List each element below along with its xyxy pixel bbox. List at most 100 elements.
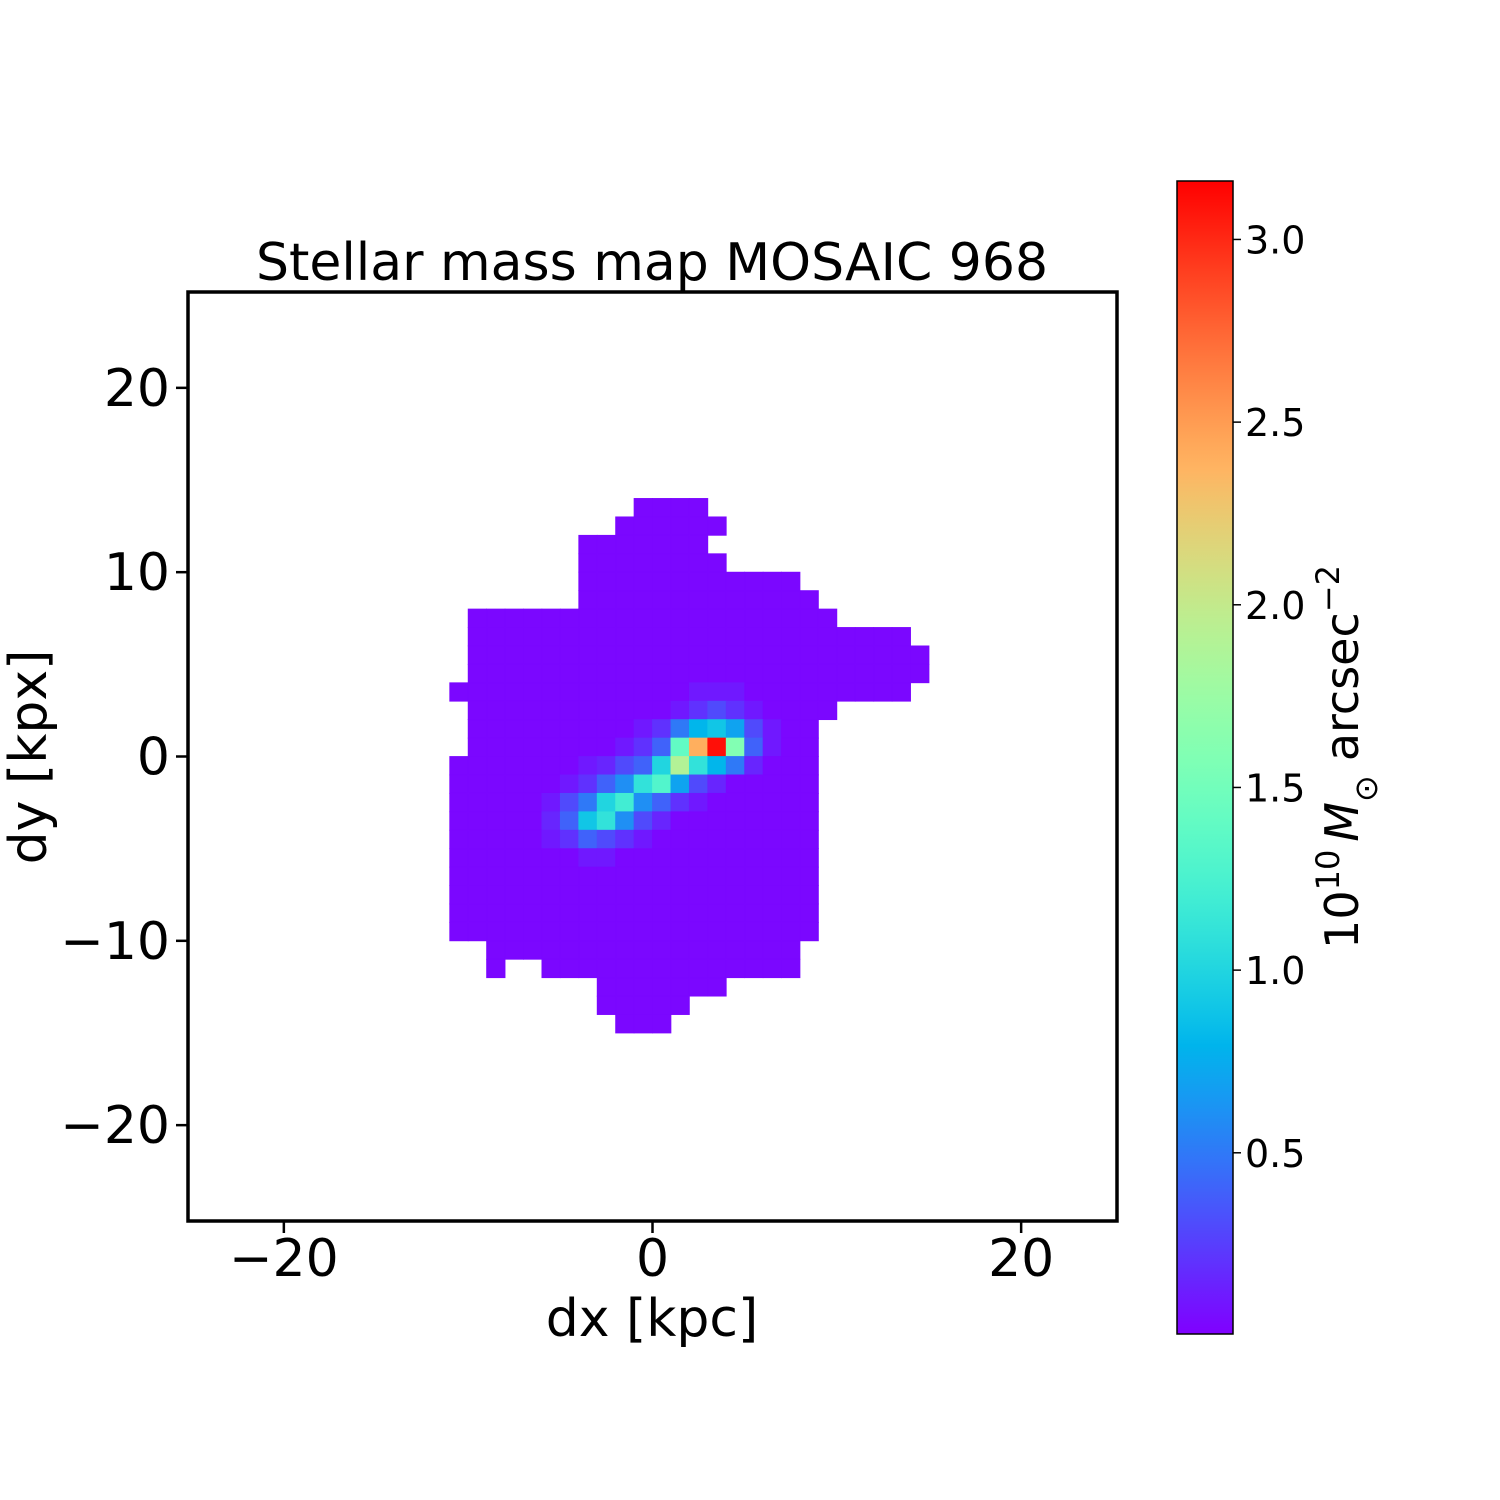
heatmap-cell [449,756,469,776]
heatmap-cell [449,866,469,886]
heatmap-cell [633,885,653,905]
heatmap-cell [467,811,488,831]
heatmap-cell [707,774,727,794]
heatmap-cell [688,663,709,684]
heatmap-cell [744,571,764,592]
heatmap-cell [762,700,782,721]
heatmap-cell [652,700,672,721]
heatmap-cell [578,829,598,850]
heatmap-cell [707,516,727,536]
heatmap-cell [541,811,561,831]
heatmap-cell [688,774,709,794]
heatmap-cell [817,682,838,702]
heatmap-cell [504,645,524,665]
heatmap-cell [799,921,819,942]
colorbar-label-part: arcsec [1315,612,1369,761]
heatmap-cell [799,848,819,868]
heatmap-cell [486,627,506,647]
heatmap-cell [615,811,635,831]
heatmap-cell [559,958,580,979]
heatmap-cell [596,590,617,610]
heatmap-cell [486,682,506,702]
heatmap-cell [615,682,635,702]
heatmap-cell [578,608,598,628]
heatmap-cell [744,590,764,610]
heatmap-cell [799,627,819,647]
heatmap-cell [799,903,819,923]
heatmap-cell [688,571,709,592]
heatmap-cell [523,663,543,684]
heatmap-cell [504,866,524,886]
heatmap-cell [725,737,746,757]
heatmap-cell [762,608,782,628]
heatmap-cell [578,719,598,739]
heatmap-cell [596,663,617,684]
heatmap-cell [596,571,617,592]
heatmap-cell [467,848,488,868]
heatmap-cell [688,498,709,518]
heatmap-cell [670,811,690,831]
heatmap-cell [725,571,746,592]
heatmap-cell [854,682,875,702]
y-tick-label: 10 [104,543,170,603]
heatmap-cell [707,940,727,960]
heatmap-cell [541,663,561,684]
heatmap-cell [707,829,727,850]
heatmap-cell [707,903,727,923]
heatmap-cell [762,792,782,813]
heatmap-cell [541,774,561,794]
heatmap-cell [615,903,635,923]
heatmap-cell [486,700,506,721]
heatmap-cell [615,645,635,665]
heatmap-cell [652,682,672,702]
heatmap-cell [725,756,746,776]
heatmap-cell [688,627,709,647]
heatmap-cell [633,645,653,665]
heatmap-cell [744,792,764,813]
heatmap-cell [559,866,580,886]
heatmap-cell [541,940,561,960]
heatmap-cell [578,571,598,592]
heatmap-cell [596,627,617,647]
heatmap-cell [559,663,580,684]
heatmap-cell [670,663,690,684]
heatmap-cell [559,829,580,850]
heatmap-cell [541,608,561,628]
heatmap-cell [596,995,617,1015]
heatmap-cell [762,921,782,942]
heatmap-cell [652,792,672,813]
heatmap-cell [707,590,727,610]
heatmap-cell [652,958,672,979]
heatmap-cell [596,940,617,960]
heatmap-cell [578,811,598,831]
heatmap-cell [688,940,709,960]
heatmap-cell [633,756,653,776]
heatmap-cell [725,921,746,942]
heatmap-cell [781,700,801,721]
heatmap-cell [781,590,801,610]
heatmap-cell [615,571,635,592]
heatmap-cell [799,590,819,610]
heatmap-cell [744,663,764,684]
heatmap-cell [652,977,672,997]
y-axis-label: dy [kpx] [0,650,59,865]
heatmap-cell [854,663,875,684]
heatmap-cell [707,921,727,942]
heatmap-cell [578,774,598,794]
heatmap-cell [523,682,543,702]
x-tick-label: 20 [988,1229,1054,1289]
heatmap-cell [523,903,543,923]
heatmap-cell [504,719,524,739]
heatmap-cell [670,866,690,886]
heatmap-cell [523,792,543,813]
heatmap-cell [633,627,653,647]
heatmap-cell [467,719,488,739]
heatmap-cell [523,645,543,665]
heatmap-cell [578,848,598,868]
heatmap-cell [596,903,617,923]
heatmap-cell [633,534,653,555]
heatmap-cell [707,719,727,739]
y-tick-label: −20 [60,1096,170,1156]
heatmap-cell [670,885,690,905]
heatmap-cell [578,663,598,684]
